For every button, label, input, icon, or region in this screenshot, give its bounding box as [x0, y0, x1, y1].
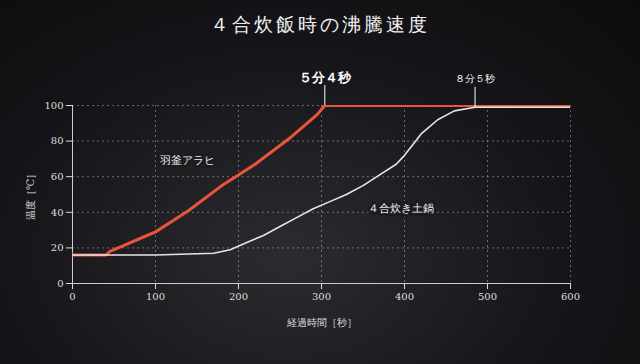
- svg-text:５分４秒: ５分４秒: [299, 70, 352, 85]
- svg-text:300: 300: [312, 291, 331, 302]
- svg-text:100: 100: [146, 291, 165, 302]
- svg-text:温度［℃］: 温度［℃］: [25, 169, 36, 220]
- svg-text:600: 600: [561, 291, 580, 302]
- svg-text:500: 500: [478, 291, 497, 302]
- svg-text:60: 60: [51, 171, 64, 182]
- svg-text:0: 0: [69, 291, 75, 302]
- svg-text:40: 40: [51, 207, 64, 218]
- svg-text:20: 20: [51, 242, 64, 253]
- svg-text:４合炊き土鍋: ４合炊き土鍋: [368, 202, 434, 215]
- html-text:４合炊飯時の沸騰速度: ４合炊飯時の沸騰速度: [210, 13, 430, 35]
- svg-text:400: 400: [395, 291, 414, 302]
- svg-text:100: 100: [44, 100, 63, 111]
- svg-text:0: 0: [57, 278, 63, 289]
- svg-text:８分５秒: ８分５秒: [455, 73, 495, 84]
- svg-text:200: 200: [229, 291, 248, 302]
- svg-text:羽釜アラヒ: 羽釜アラヒ: [160, 154, 215, 167]
- svg-text:経過時間［秒］: 経過時間［秒］: [286, 317, 357, 328]
- svg-text:80: 80: [51, 135, 64, 146]
